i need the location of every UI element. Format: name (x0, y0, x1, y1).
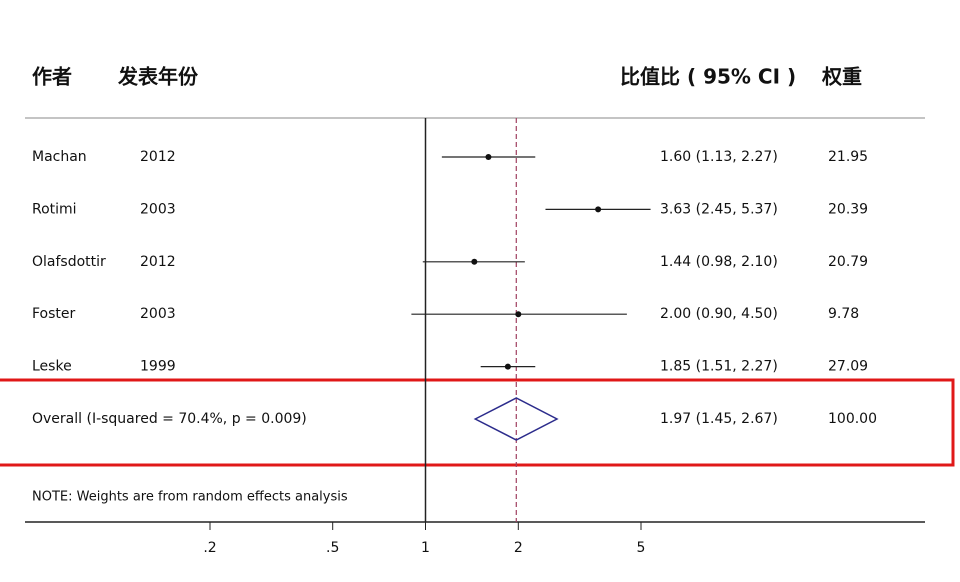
study-year: 2012 (140, 149, 176, 165)
header-weight: 权重 (821, 65, 862, 89)
weight-label: 20.39 (828, 201, 868, 217)
x-tick-label: .5 (326, 540, 339, 556)
x-tick-label: 5 (637, 540, 646, 556)
study-year: 1999 (140, 359, 176, 375)
or-label: 1.44 (0.98, 2.10) (660, 254, 778, 270)
weight-label: 27.09 (828, 359, 868, 375)
point-estimate (471, 258, 478, 265)
study-year: 2003 (140, 201, 176, 217)
weight-label: 21.95 (828, 149, 868, 165)
or-label: 1.60 (1.13, 2.27) (660, 149, 778, 165)
x-tick-label: .2 (203, 540, 216, 556)
x-tick-label: 2 (514, 540, 523, 556)
or-label: 3.63 (2.45, 5.37) (660, 201, 778, 217)
overall-label: Overall (I-squared = 70.4%, p = 0.009) (32, 411, 307, 427)
overall-diamond (473, 397, 559, 441)
study-author: Leske (32, 359, 72, 375)
or-label: 1.85 (1.51, 2.27) (660, 359, 778, 375)
x-tick-label: 1 (421, 540, 430, 556)
or-label: 2.00 (0.90, 4.50) (660, 306, 778, 322)
header-year: 发表年份 (117, 65, 199, 89)
point-estimate (595, 206, 602, 213)
note: NOTE: Weights are from random effects an… (32, 490, 348, 505)
overall-or-label: 1.97 (1.45, 2.67) (660, 411, 778, 427)
study-author: Machan (32, 149, 87, 165)
highlight-box (0, 378, 955, 467)
study-author: Foster (32, 306, 76, 322)
point-estimate (485, 154, 492, 160)
study-year: 2012 (140, 254, 176, 270)
point-estimate (515, 311, 522, 318)
header-author: 作者 (32, 65, 72, 89)
weight-label: 20.79 (828, 254, 868, 270)
study-year: 2003 (140, 306, 176, 322)
weight-label: 9.78 (828, 306, 859, 322)
point-estimate (504, 363, 511, 370)
header-or: 比值比 ( 95% CI ) (620, 65, 796, 89)
overall-weight: 100.00 (828, 411, 877, 427)
study-author: Rotimi (32, 201, 77, 217)
study-author: Olafsdottir (32, 254, 106, 270)
